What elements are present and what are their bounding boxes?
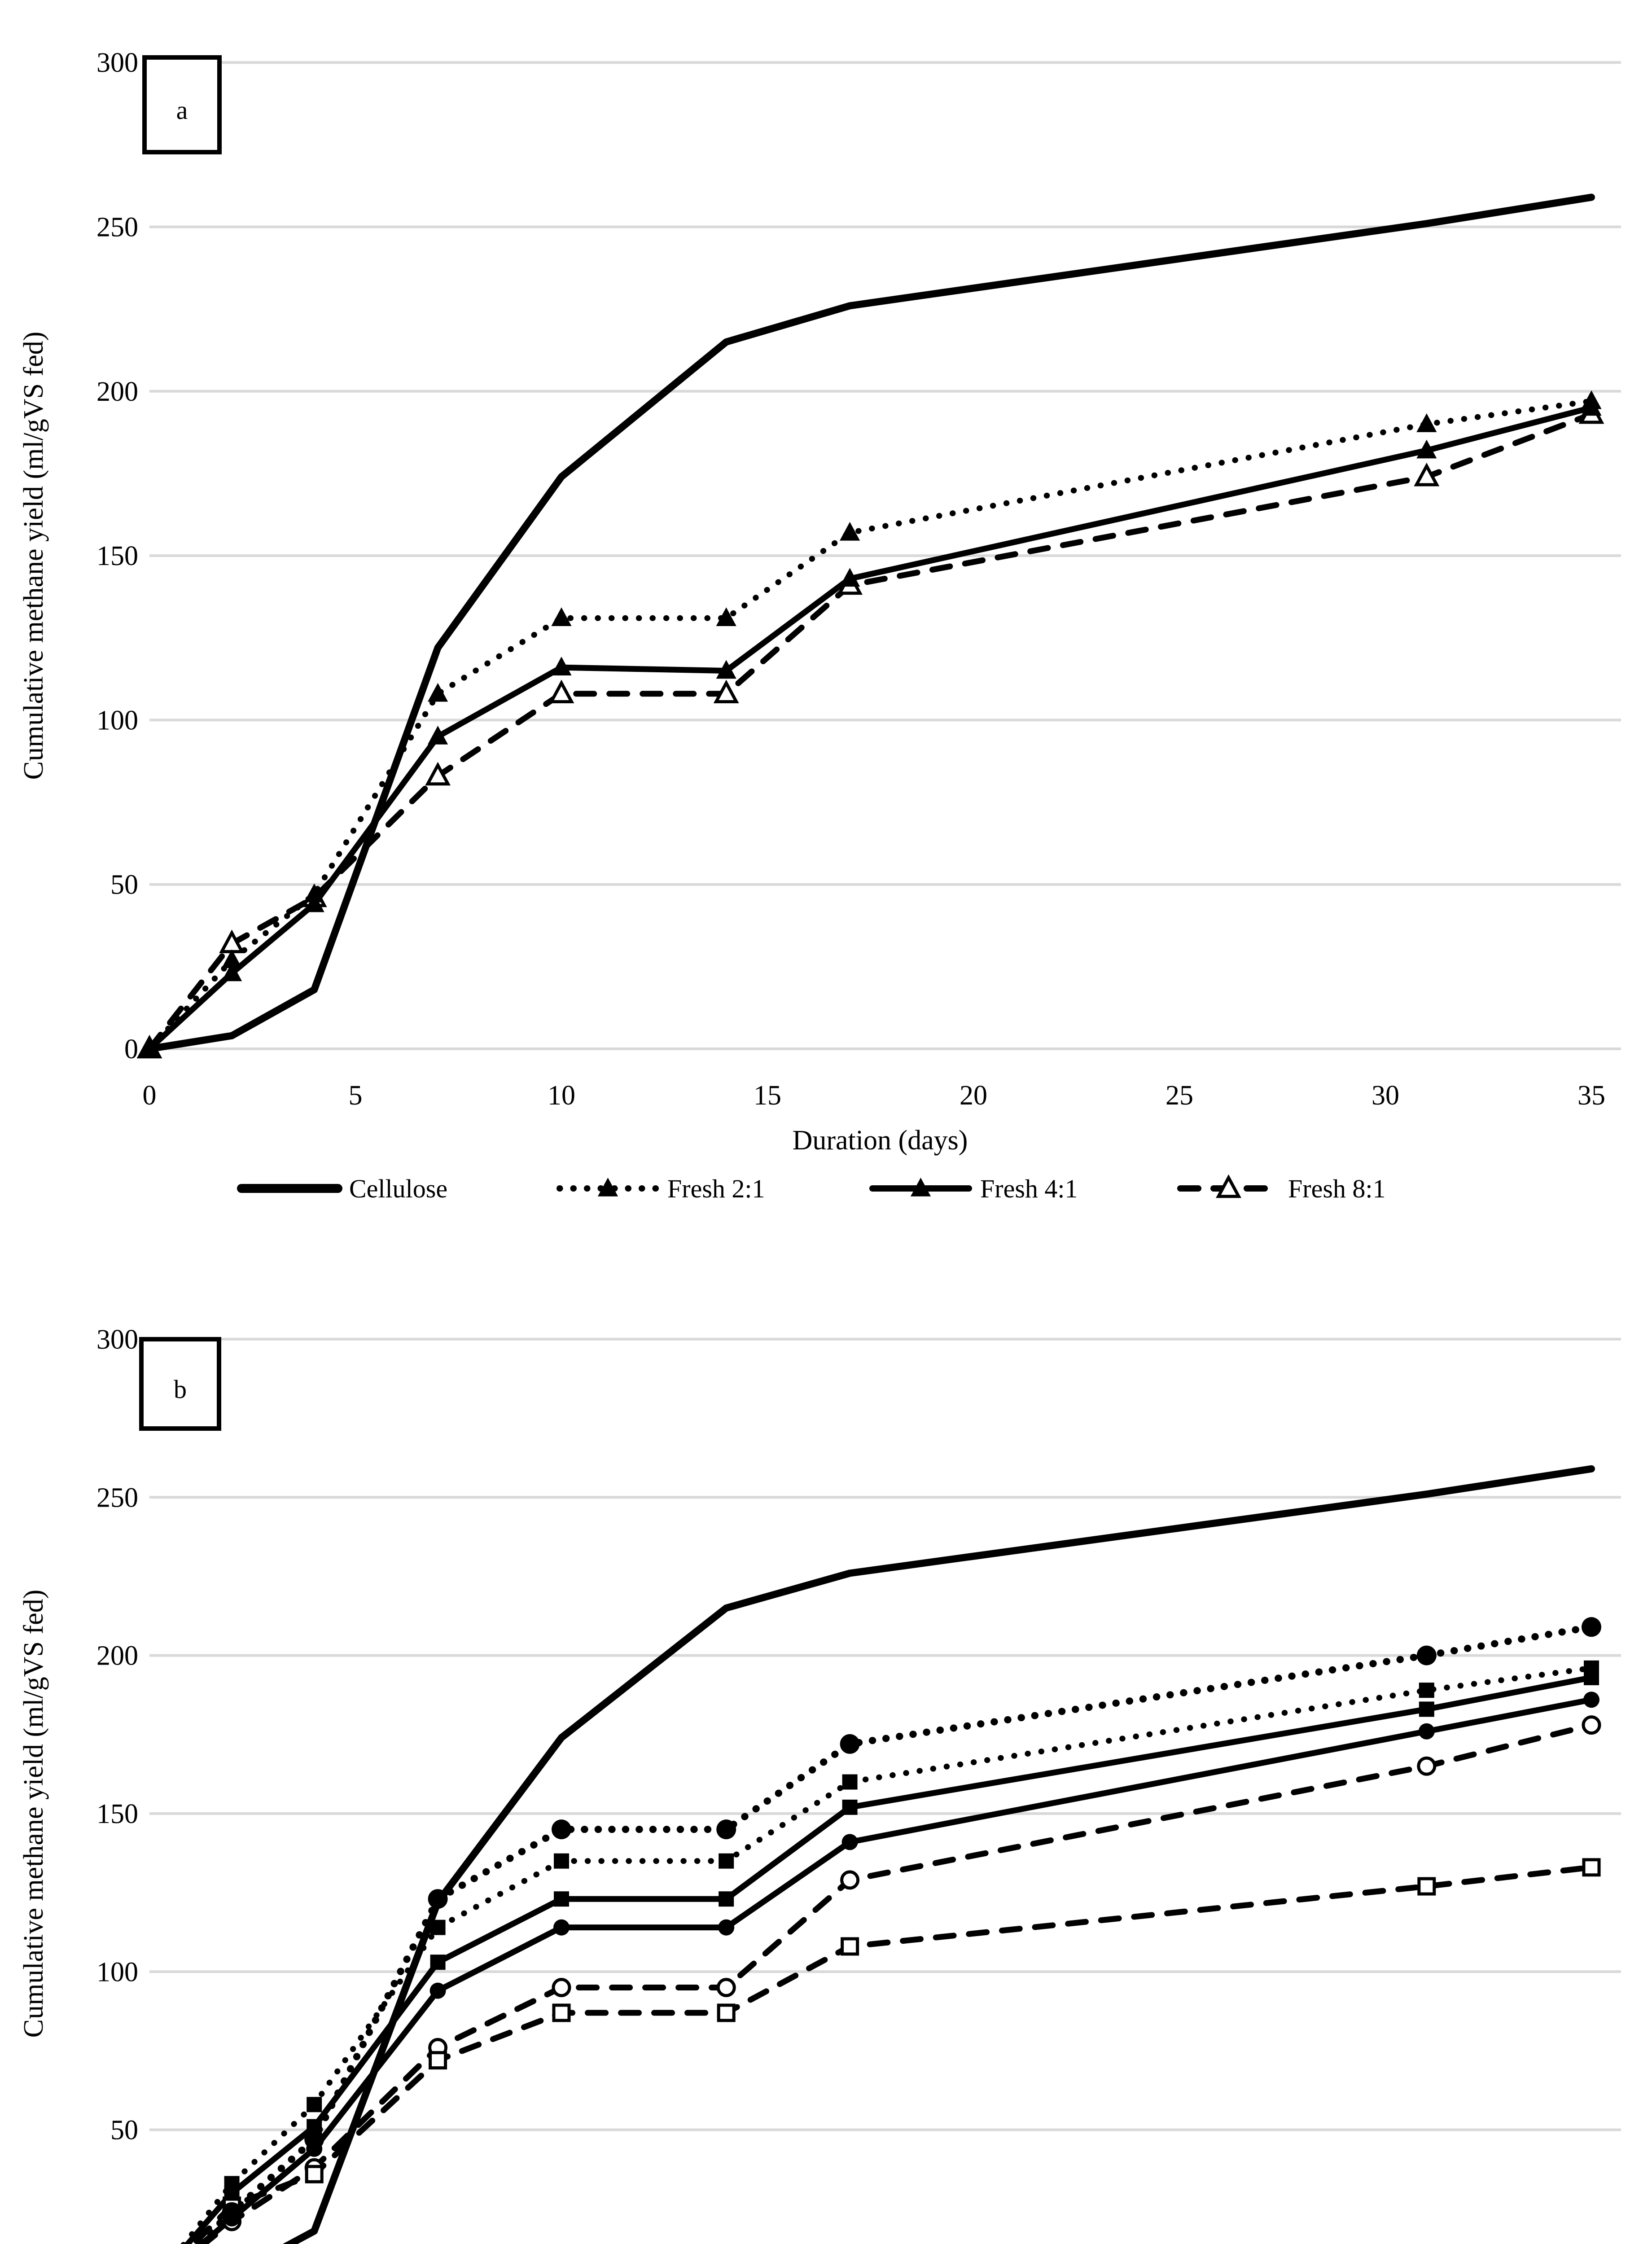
series-markers-fresh-4-1 <box>139 397 1602 1057</box>
y-tick-label: 200 <box>96 377 138 407</box>
y-tick-label: 50 <box>110 2115 138 2146</box>
legend-item-fresh-8-1: Fresh 8:1 <box>1177 1174 1386 1203</box>
y-axis-tick-labels: 0 50 100 150 200 250 300 <box>96 48 138 1065</box>
y-axis-title: Cumulative methane yield (ml/gVS fed) <box>18 332 49 780</box>
x-tick-label: 30 <box>1372 1080 1399 1111</box>
x-tick-label: 5 <box>349 1080 363 1111</box>
y-tick-label: 150 <box>96 1799 138 1829</box>
gridlines <box>149 61 1621 1050</box>
panel-a-cumulative-methane-yield: 0 50 100 150 200 250 300 0 5 10 15 20 25 30 35 Cumulati… <box>18 48 1621 1203</box>
panel-letter: b <box>174 1375 187 1404</box>
y-tick-label: 0 <box>124 1034 138 1065</box>
chart-b: 05010015020025030005101520253035Cumulati… <box>18 1324 1621 2244</box>
y-tick-label: 300 <box>96 48 138 78</box>
x-tick-label: 15 <box>754 1080 781 1111</box>
legend-label: Fresh 2:1 <box>667 1174 765 1203</box>
series-markers-fresh-8-1 <box>136 400 1604 1059</box>
y-tick-label: 300 <box>96 1324 138 1355</box>
series-line-ps-2-1 <box>192 1623 1595 2244</box>
x-tick-label: 25 <box>1166 1080 1193 1111</box>
y-tick-label: 50 <box>110 870 138 900</box>
legend-item-cellulose: Cellulose <box>237 1174 447 1203</box>
y-tick-label: 200 <box>96 1641 138 1671</box>
x-tick-label: 0 <box>143 1080 157 1111</box>
series-markers-ps-4-1 <box>223 1692 1599 2226</box>
panel-letter: a <box>176 96 188 125</box>
x-axis-tick-labels: 0 5 10 15 20 25 30 35 <box>143 1080 1606 1111</box>
series-markers-pl-8-1 <box>223 1858 1601 2215</box>
gridlines <box>149 1337 1621 2131</box>
series-markers-ps-2-1 <box>222 1617 1601 2222</box>
series-line-fresh-4-1 <box>146 404 1595 1052</box>
series-markers-pl-4-1 <box>224 1670 1599 2201</box>
series-line-pl-4-1 <box>184 1674 1595 2244</box>
legend-item-fresh-2-1: Fresh 2:1 <box>557 1174 765 1203</box>
x-tick-label: 20 <box>960 1080 987 1111</box>
x-tick-label: 35 <box>1578 1080 1605 1111</box>
series-markers-ps-8-1 <box>222 1715 1601 2231</box>
legend-label: Fresh 8:1 <box>1288 1174 1386 1203</box>
panel-label-box: b <box>139 1337 221 1431</box>
legend-item-fresh-4-1: Fresh 4:1 <box>869 1174 1078 1203</box>
series-markers-pl-2-1 <box>224 1660 1599 2191</box>
series-line-cellulose <box>146 193 1595 1052</box>
series-line-pl-2-1 <box>180 1665 1595 2244</box>
chart-a: 0 50 100 150 200 250 300 0 5 10 15 20 25 30 35 Cumulati… <box>18 48 1621 1203</box>
panel-label-box: a <box>142 55 222 154</box>
y-tick-label: 150 <box>96 541 138 571</box>
y-axis-title: Cumulative methane yield (ml/gVS fed) <box>18 1590 49 2038</box>
series-markers-fresh-2-1 <box>139 390 1602 1057</box>
y-tick-label: 250 <box>96 1482 138 1513</box>
y-tick-label: 100 <box>96 1957 138 1987</box>
x-axis-title: Duration (days) <box>793 1125 968 1156</box>
series-line-fresh-2-1 <box>146 398 1595 1052</box>
panel-b-cumulative-methane-yield: 05010015020025030005101520253035Cumulati… <box>0 1252 1652 2244</box>
x-tick-label: 10 <box>548 1080 575 1111</box>
legend-label: Fresh 4:1 <box>980 1174 1078 1203</box>
series-line-cellulose <box>282 1465 1595 2244</box>
y-tick-label: 250 <box>96 212 138 243</box>
y-tick-label: 100 <box>96 705 138 736</box>
legend-label: Cellulose <box>349 1174 447 1203</box>
series-line-fresh-8-1 <box>146 411 1595 1052</box>
